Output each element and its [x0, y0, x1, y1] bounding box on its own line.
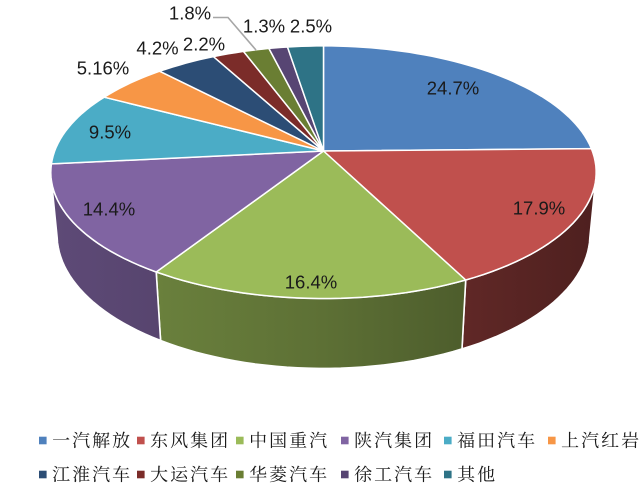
svg-text:4.2%: 4.2%	[136, 38, 178, 59]
svg-text:1.3%: 1.3%	[243, 16, 285, 37]
svg-text:17.9%: 17.9%	[513, 198, 565, 219]
svg-text:5.16%: 5.16%	[77, 58, 129, 79]
svg-text:2.5%: 2.5%	[290, 16, 332, 37]
svg-text:1.8%: 1.8%	[169, 3, 211, 24]
svg-text:16.4%: 16.4%	[285, 272, 337, 293]
svg-text:24.7%: 24.7%	[427, 78, 479, 99]
svg-text:2.2%: 2.2%	[183, 34, 225, 55]
svg-text:14.4%: 14.4%	[83, 199, 135, 220]
svg-text:9.5%: 9.5%	[89, 122, 131, 143]
